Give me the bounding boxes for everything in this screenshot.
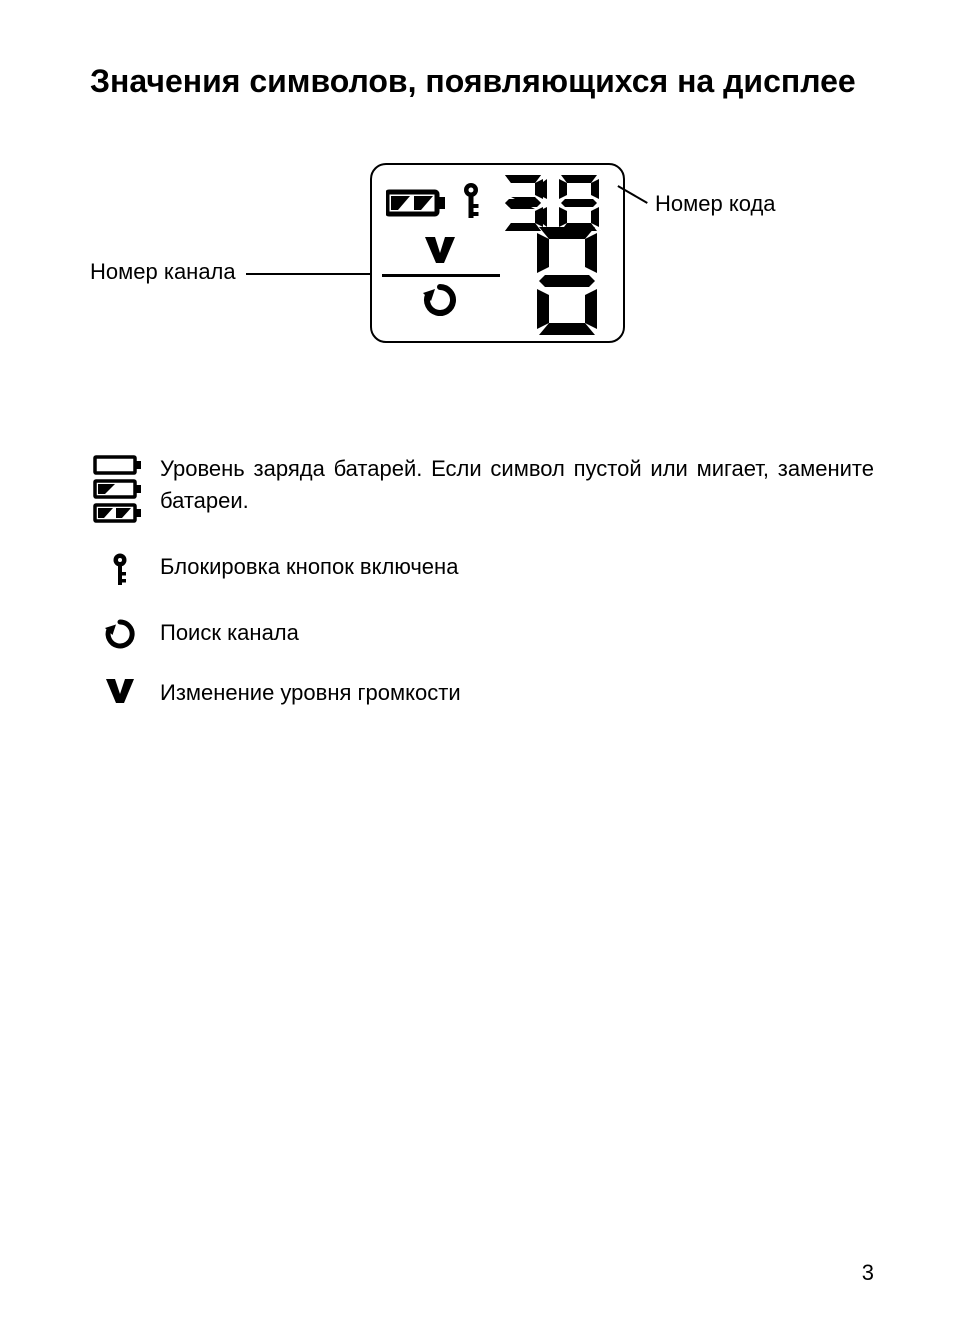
volume-v-icon-legend (90, 677, 150, 703)
page-title: Значения символов, появляющихся на диспл… (90, 60, 874, 103)
scan-icon (423, 304, 457, 321)
volume-v-icon (425, 250, 455, 267)
page-number: 3 (862, 1260, 874, 1286)
key-lock-icon (460, 182, 482, 229)
code-label: Номер кода (655, 191, 776, 217)
legend-row-battery: Уровень заряда батарей. Если символ пуст… (90, 453, 874, 523)
scan-icon-legend (90, 617, 150, 649)
battery-icon (386, 186, 448, 225)
legend-row-lock: Блокировка кнопок включена (90, 551, 874, 589)
channel-label: Номер канала (90, 259, 236, 285)
legend-row-volume: Изменение уровня громкости (90, 677, 874, 709)
lcd-frame (370, 163, 625, 343)
legend-text-volume: Изменение уровня громкости (150, 677, 874, 709)
key-lock-icon-legend (90, 551, 150, 589)
legend-text-scan: Поиск канала (150, 617, 874, 649)
legend-text-lock: Блокировка кнопок включена (150, 551, 874, 583)
legend-row-scan: Поиск канала (90, 617, 874, 649)
channel-number-display (529, 227, 605, 340)
display-diagram: Номер канала Номер кода (90, 163, 874, 393)
legend-text-battery: Уровень заряда батарей. Если символ пуст… (150, 453, 874, 517)
battery-levels-icon (90, 453, 150, 523)
legend-list: Уровень заряда батарей. Если символ пуст… (90, 453, 874, 709)
